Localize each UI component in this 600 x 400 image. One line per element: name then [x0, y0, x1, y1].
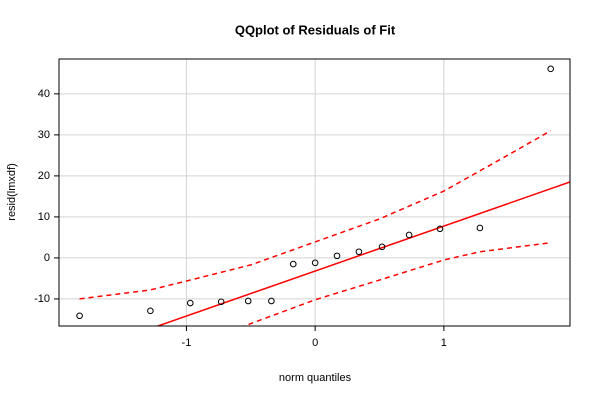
point — [436, 225, 444, 233]
point — [268, 297, 275, 305]
grid — [59, 59, 570, 326]
point — [186, 299, 194, 307]
point — [289, 260, 297, 268]
point — [244, 297, 252, 305]
point — [547, 65, 554, 73]
confidence-band — [79, 130, 552, 300]
point — [405, 231, 413, 239]
point — [333, 252, 341, 260]
point — [311, 259, 319, 267]
fit-line — [155, 181, 570, 326]
y-tick-label: 20 — [38, 170, 50, 182]
point — [76, 312, 83, 320]
point — [355, 248, 363, 256]
y-tick-label: 10 — [38, 211, 50, 223]
x-tick-label: 1 — [441, 337, 447, 349]
point — [217, 298, 225, 306]
y-tick-label: 0 — [44, 252, 50, 264]
x-tick-label: -1 — [182, 337, 192, 349]
point — [476, 224, 484, 232]
point — [378, 243, 386, 251]
plot-frame — [58, 58, 571, 327]
y-axis-label: resid(lmxdf) — [6, 163, 18, 220]
y-tick-label: 30 — [38, 129, 50, 141]
x-axis-label: norm quantiles — [279, 372, 352, 384]
point — [147, 307, 154, 315]
x-tick-label: 0 — [312, 337, 318, 349]
plot-area — [76, 65, 570, 326]
y-tick-label: 40 — [38, 88, 50, 100]
chart-title: QQplot of Residuals of Fit — [235, 22, 396, 37]
y-tick-label: -10 — [34, 293, 50, 305]
